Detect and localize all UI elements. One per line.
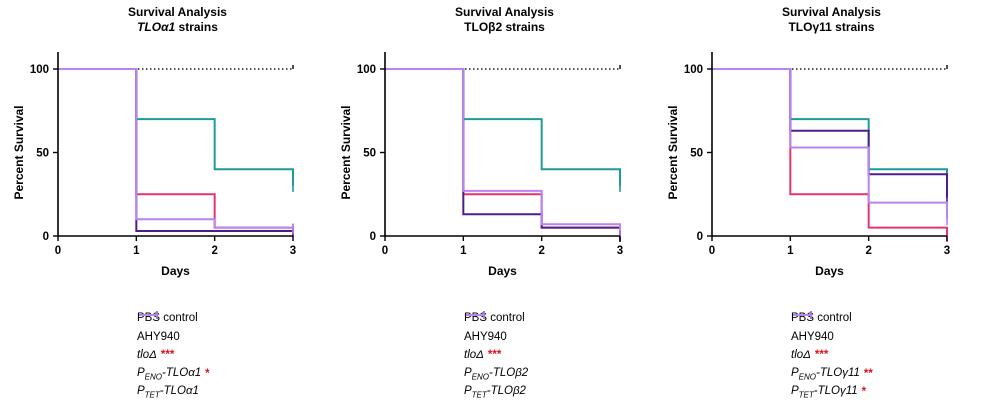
series-line-4	[58, 68, 293, 229]
series-line-1	[712, 68, 948, 236]
y-axis-label: Percent Survival	[666, 105, 680, 199]
series-line-2	[385, 68, 621, 186]
series-line-2	[712, 68, 948, 181]
x-tick-label: 0	[382, 245, 388, 257]
series-line-1	[58, 68, 293, 229]
x-tick-label: 3	[944, 245, 950, 257]
chart-subtitle: TLOα1 strains	[137, 20, 218, 34]
legend-label: PENO-TLOα1	[137, 366, 202, 381]
x-tick-label: 2	[538, 245, 544, 257]
x-tick-label: 2	[211, 245, 217, 257]
y-tick-label: 0	[43, 231, 49, 243]
legend-label: tloΔ	[137, 349, 157, 362]
legend-item: PTET-TLOγ11 *	[791, 311, 873, 402]
significance-marker: **	[863, 367, 873, 380]
x-tick-label: 0	[709, 245, 715, 257]
survival-panel-tlo-gamma11: Survival Analysis TLOγ11 strains 0 50 100 0 1 2…	[654, 0, 981, 408]
legend-item: PTET-TLOβ2	[464, 311, 528, 402]
legend-label: tloΔ	[791, 349, 811, 362]
legend-item: AHY940	[791, 311, 873, 347]
significance-marker: *	[861, 386, 867, 399]
y-tick-label: 100	[684, 64, 703, 76]
x-axis-label: Days	[161, 264, 190, 278]
series-line-2	[58, 68, 294, 186]
chart-title: Survival Analysis	[128, 5, 227, 19]
x-tick-label: 1	[787, 245, 794, 257]
legend-label: PENO-TLOβ2	[464, 366, 529, 381]
x-tick-label: 1	[460, 245, 467, 257]
series-line-3	[58, 68, 293, 232]
chart-subtitle: TLOγ11 strains	[788, 20, 874, 34]
legend-item: tloΔ ***	[791, 311, 873, 365]
series-line-3	[712, 68, 948, 198]
x-axis-label: Days	[815, 264, 844, 278]
legend-item: tloΔ ***	[464, 311, 528, 365]
survival-panel-tlo-alpha1: Survival Analysis TLOα1 strains 0 50 100 0 1 2 3…	[0, 0, 327, 408]
chart-title: Survival Analysis	[455, 5, 554, 19]
legend-label: AHY940	[464, 330, 507, 343]
significance-marker: ***	[814, 349, 829, 362]
significance-marker: ***	[487, 349, 502, 362]
legend-label: PTET-TLOβ2	[464, 385, 526, 400]
series-line-1	[385, 68, 621, 236]
series-line-4	[712, 68, 948, 220]
legend-label: PTET-TLOγ11	[791, 385, 858, 400]
y-tick-label: 0	[697, 231, 703, 243]
survival-panel-tlo-beta2: Survival Analysis TLOβ2 strains 0 50 100 0 1 2 3…	[327, 0, 654, 408]
y-tick-label: 50	[690, 148, 703, 160]
chart-legend: PBS control AHY940 tloΔ *** PENO-TLOα1 * PTET-…	[137, 309, 210, 402]
y-tick-label: 50	[363, 148, 376, 160]
y-tick-label: 0	[370, 231, 376, 243]
y-tick-label: 100	[30, 64, 49, 76]
x-axis-label: Days	[488, 264, 517, 278]
chart-title: Survival Analysis	[782, 5, 881, 19]
legend-swatch	[793, 311, 812, 319]
legend-swatch	[466, 311, 485, 319]
chart-subtitle: TLOβ2 strains	[464, 20, 545, 34]
legend-item: PENO-TLOβ2	[464, 311, 529, 384]
y-axis-label: Percent Survival	[12, 105, 26, 199]
y-tick-label: 50	[36, 148, 49, 160]
chart-legend: PBS control AHY940 tloΔ *** PENO-TLOβ2 PTET-T…	[464, 309, 528, 402]
series-line-3	[385, 68, 621, 236]
x-tick-label: 0	[55, 245, 61, 257]
legend-item: tloΔ ***	[137, 311, 210, 365]
legend-label: tloΔ	[464, 349, 484, 362]
legend-label: AHY940	[137, 330, 180, 343]
legend-item: AHY940	[137, 311, 210, 347]
y-axis-label: Percent Survival	[339, 105, 353, 199]
legend-label: PTET-TLOα1	[137, 385, 199, 400]
legend-item: PENO-TLOα1 *	[137, 311, 210, 384]
x-tick-label: 3	[290, 245, 296, 257]
series-line-4	[385, 68, 621, 231]
legend-label: AHY940	[791, 330, 834, 343]
legend-item: PENO-TLOγ11 **	[791, 311, 873, 384]
y-tick-label: 100	[357, 64, 376, 76]
significance-marker: *	[205, 367, 210, 380]
chart-legend: PBS control AHY940 tloΔ *** PENO-TLOγ11 ** PTE…	[791, 309, 873, 402]
significance-marker: ***	[160, 349, 175, 362]
legend-label: PENO-TLOγ11	[791, 366, 860, 381]
x-tick-label: 2	[865, 245, 871, 257]
legend-item: PTET-TLOα1	[137, 311, 210, 402]
x-tick-label: 1	[133, 245, 140, 257]
legend-swatch	[139, 311, 158, 319]
x-tick-label: 3	[617, 245, 623, 257]
legend-item: AHY940	[464, 311, 528, 347]
